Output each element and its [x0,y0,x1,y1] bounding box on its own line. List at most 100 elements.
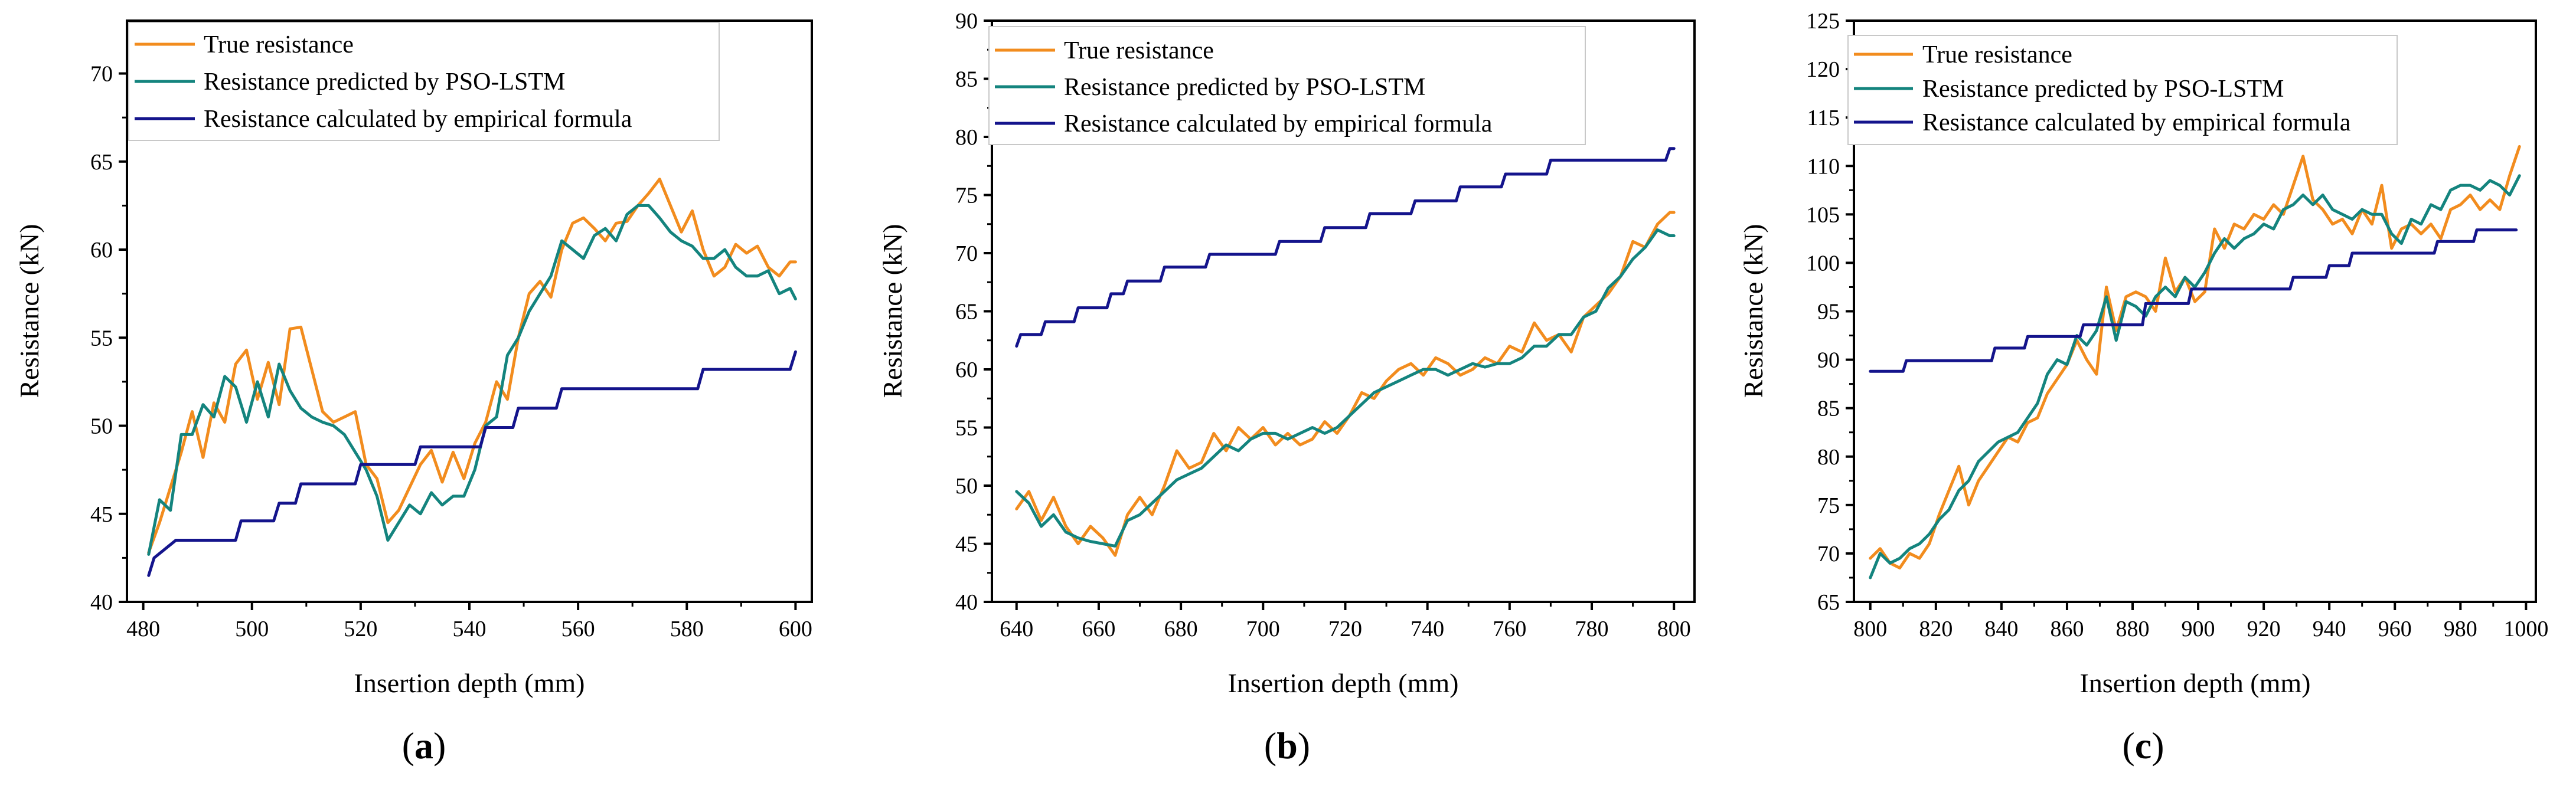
panel-a-x-tick-label: 580 [670,617,704,641]
panel-c-label: (c) [2122,725,2164,767]
panel-b-y-tick-label: 55 [955,416,978,441]
panel-c-x-tick-label: 960 [2378,617,2412,641]
panel-a-y-tick-label: 70 [90,62,113,87]
panel-a-legend-label-pso: Resistance predicted by PSO-LSTM [204,68,565,96]
panel-a-x-tick-label: 540 [453,617,487,641]
panel-a-ticks: 480 500 520 540 560 580 600 40 45 50 55 60 65 70 [90,62,812,641]
panel-b-x-tick-label: 680 [1164,617,1198,641]
panel-b-x-tick-label: 780 [1575,617,1609,641]
panel-c-legend: True resistance Resistance predicted by … [1847,35,2398,145]
panel-b-series-pso [1015,228,1676,548]
panel-c-y-axis-label: Resistance (kN) [1738,224,1768,398]
panel-b-x-tick-label: 660 [1082,617,1115,641]
panel-c-y-tick-label: 105 [1806,202,1840,227]
panel-b-x-tick-label: 760 [1493,617,1526,641]
panel-a-series [147,178,797,577]
panel-b-series-true [1015,211,1676,557]
panel-c-x-tick-label: 800 [1853,617,1887,641]
panel-a-x-tick-label: 480 [126,617,160,641]
panel-c-y-tick-label: 120 [1806,57,1840,82]
panel-a-series-true [147,178,797,554]
panel-c-series-emp [1869,228,2518,373]
panel-c-y-tick-label: 85 [1817,397,1840,421]
panel-b-y-tick-label: 75 [955,184,978,208]
panel-c-x-tick-label: 940 [2313,617,2346,641]
panel-a-legend-label-emp: Resistance calculated by empirical formu… [204,106,632,133]
panel-a-x-tick-label: 600 [779,617,812,641]
panel-b-y-tick-label: 40 [955,590,978,615]
panel-c-series-true [1869,145,2521,569]
panel-b-legend: True resistance Resistance predicted by … [988,26,1586,145]
panel-c-x-tick-label: 880 [2115,617,2149,641]
panel-b-y-tick-label: 60 [955,358,978,382]
panel-b-ticks: 640 660 680 700 720 740 760 780 800 40 45 50 55 60 65 7… [955,9,1691,641]
panel-b-x-tick-label: 700 [1246,617,1280,641]
panel-b-x-tick-label: 800 [1657,617,1691,641]
panel-c-x-tick-label: 900 [2182,617,2215,641]
panel-b-series-emp [1015,147,1676,348]
panel-b-x-tick-label: 740 [1411,617,1444,641]
panel-c-legend-label-pso: Resistance predicted by PSO-LSTM [1922,76,2284,103]
panel-a: 480 500 520 540 560 580 600 40 45 50 55 60 65 70 True… [14,19,813,767]
panel-c-series [1869,145,2521,579]
panel-a-x-tick-label: 520 [344,617,377,641]
panel-c-series-pso [1869,174,2521,579]
panel-c-y-tick-label: 75 [1817,493,1840,518]
panel-c-x-tick-label: 920 [2247,617,2281,641]
panel-c-x-tick-label: 860 [2050,617,2084,641]
panel-a-label: (a) [402,725,446,767]
panel-b-legend-label-emp: Resistance calculated by empirical formu… [1064,110,1493,137]
panel-b-x-axis-label: Insertion depth (mm) [1228,668,1459,698]
panel-a-series-pso [147,204,797,556]
panel-c-ticks: 800 820 840 860 880 900 920 940 960 980 1000 65 70 75… [1806,9,2548,641]
panel-c-x-tick-label: 980 [2444,617,2477,641]
panel-c-y-tick-label: 95 [1817,300,1840,325]
panel-c-x-axis-label: Insertion depth (mm) [2080,668,2311,698]
panel-b-x-tick-label: 640 [1000,617,1033,641]
panel-a-legend: True resistance Resistance predicted by … [128,22,720,141]
panel-b-y-tick-label: 80 [955,125,978,150]
panel-a-y-tick-label: 50 [90,414,113,439]
panel-a-y-tick-label: 60 [90,238,113,263]
panel-b: 640 660 680 700 720 740 760 780 800 40 45 50 55 60 65 7… [877,9,1696,767]
panel-b-label: (b) [1264,725,1310,767]
panel-a-legend-label-true: True resistance [204,31,354,58]
panel-c-x-tick-label: 1000 [2503,617,2548,641]
panel-c-y-tick-label: 125 [1806,9,1840,34]
panel-c: 800 820 840 860 880 900 920 940 960 980 1000 65 70 75… [1738,9,2548,767]
panel-a-legend-box [128,22,720,141]
panel-a-x-tick-label: 560 [561,617,595,641]
panel-a-y-tick-label: 55 [90,326,113,351]
panel-c-legend-box [1847,35,2398,145]
panel-b-y-tick-label: 70 [955,241,978,266]
panel-b-x-tick-label: 720 [1328,617,1362,641]
panel-c-legend-label-emp: Resistance calculated by empirical formu… [1922,109,2351,136]
panel-c-y-tick-label: 100 [1806,251,1840,276]
panel-b-y-tick-label: 85 [955,67,978,92]
panel-b-legend-label-pso: Resistance predicted by PSO-LSTM [1064,74,1425,101]
panel-a-y-tick-label: 40 [90,590,113,615]
panel-c-x-tick-label: 820 [1919,617,1953,641]
panel-b-y-tick-label: 45 [955,532,978,557]
panel-a-y-tick-label: 65 [90,150,113,175]
panel-c-legend-label-true: True resistance [1922,41,2072,68]
panel-b-y-tick-label: 50 [955,474,978,499]
panel-c-y-tick-label: 115 [1807,106,1840,130]
panel-c-y-tick-label: 80 [1817,445,1840,470]
panel-c-y-tick-label: 110 [1807,154,1840,179]
panel-c-y-tick-label: 70 [1817,542,1840,566]
panel-b-y-tick-label: 90 [955,9,978,34]
panel-a-x-axis-label: Insertion depth (mm) [354,668,585,698]
panel-b-legend-box [988,26,1586,145]
panel-a-y-axis-label: Resistance (kN) [14,224,44,398]
panel-a-y-tick-label: 45 [90,502,113,527]
panel-a-series-emp [147,350,797,577]
panel-c-y-tick-label: 90 [1817,348,1840,373]
panel-c-y-tick-label: 65 [1817,590,1840,615]
panel-b-series [1015,147,1676,557]
panel-b-y-tick-label: 65 [955,300,978,325]
panel-b-legend-label-true: True resistance [1064,37,1214,64]
panel-c-x-tick-label: 840 [1984,617,2018,641]
panel-b-y-axis-label: Resistance (kN) [877,224,907,398]
